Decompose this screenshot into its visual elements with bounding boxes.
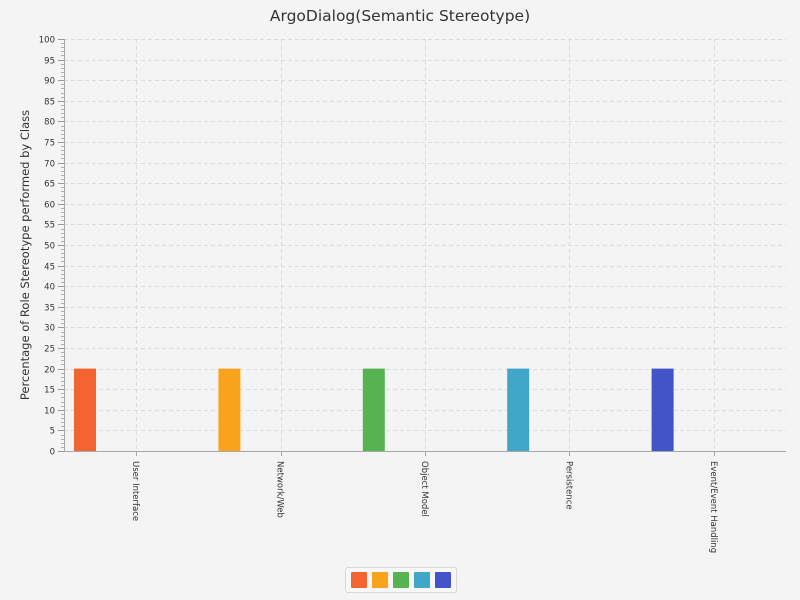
legend-swatch <box>393 572 409 588</box>
y-tick-label: 45 <box>44 263 55 273</box>
y-tick-label: 55 <box>44 221 55 231</box>
legend-swatch <box>414 572 430 588</box>
legend-swatch <box>435 572 451 588</box>
y-tick-label: 10 <box>44 407 55 417</box>
legend <box>345 567 457 593</box>
y-tick-label: 100 <box>39 36 55 46</box>
y-tick-label: 20 <box>44 366 55 376</box>
y-tick-label: 30 <box>44 324 55 334</box>
legend-swatch <box>351 572 367 588</box>
bar <box>507 368 530 451</box>
y-tick-label: 60 <box>44 201 55 211</box>
y-tick-label: 75 <box>44 139 55 149</box>
y-tick-label: 50 <box>44 242 55 252</box>
y-tick-label: 70 <box>44 160 55 170</box>
x-tick-label: User Interface <box>130 461 140 521</box>
y-tick-label: 25 <box>44 345 55 355</box>
bar <box>74 368 96 451</box>
y-tick-label: 15 <box>44 386 55 396</box>
y-tick-label: 5 <box>50 427 55 437</box>
x-tick-label: Object Model <box>419 461 429 517</box>
y-tick-label: 95 <box>44 57 55 67</box>
y-tick-label: 90 <box>44 77 55 87</box>
x-tick-label: Network/Web <box>275 461 285 518</box>
y-axis-label: Percentage of Role Stereotype performed … <box>18 110 32 400</box>
x-tick-label: Persistence <box>563 461 573 510</box>
y-tick-label: 40 <box>44 283 55 293</box>
x-tick-label: Event/Event Handling <box>708 461 718 553</box>
y-tick-label: 65 <box>44 180 55 190</box>
legend-swatch <box>372 572 388 588</box>
chart-title: ArgoDialog(Semantic Stereotype) <box>269 7 531 25</box>
y-tick-label: 80 <box>44 118 55 128</box>
bar <box>651 368 674 451</box>
bar <box>362 368 385 451</box>
y-tick-label: 35 <box>44 304 55 314</box>
y-tick-label: 85 <box>44 98 55 108</box>
bar <box>218 368 241 451</box>
y-tick-label: 0 <box>50 448 55 458</box>
